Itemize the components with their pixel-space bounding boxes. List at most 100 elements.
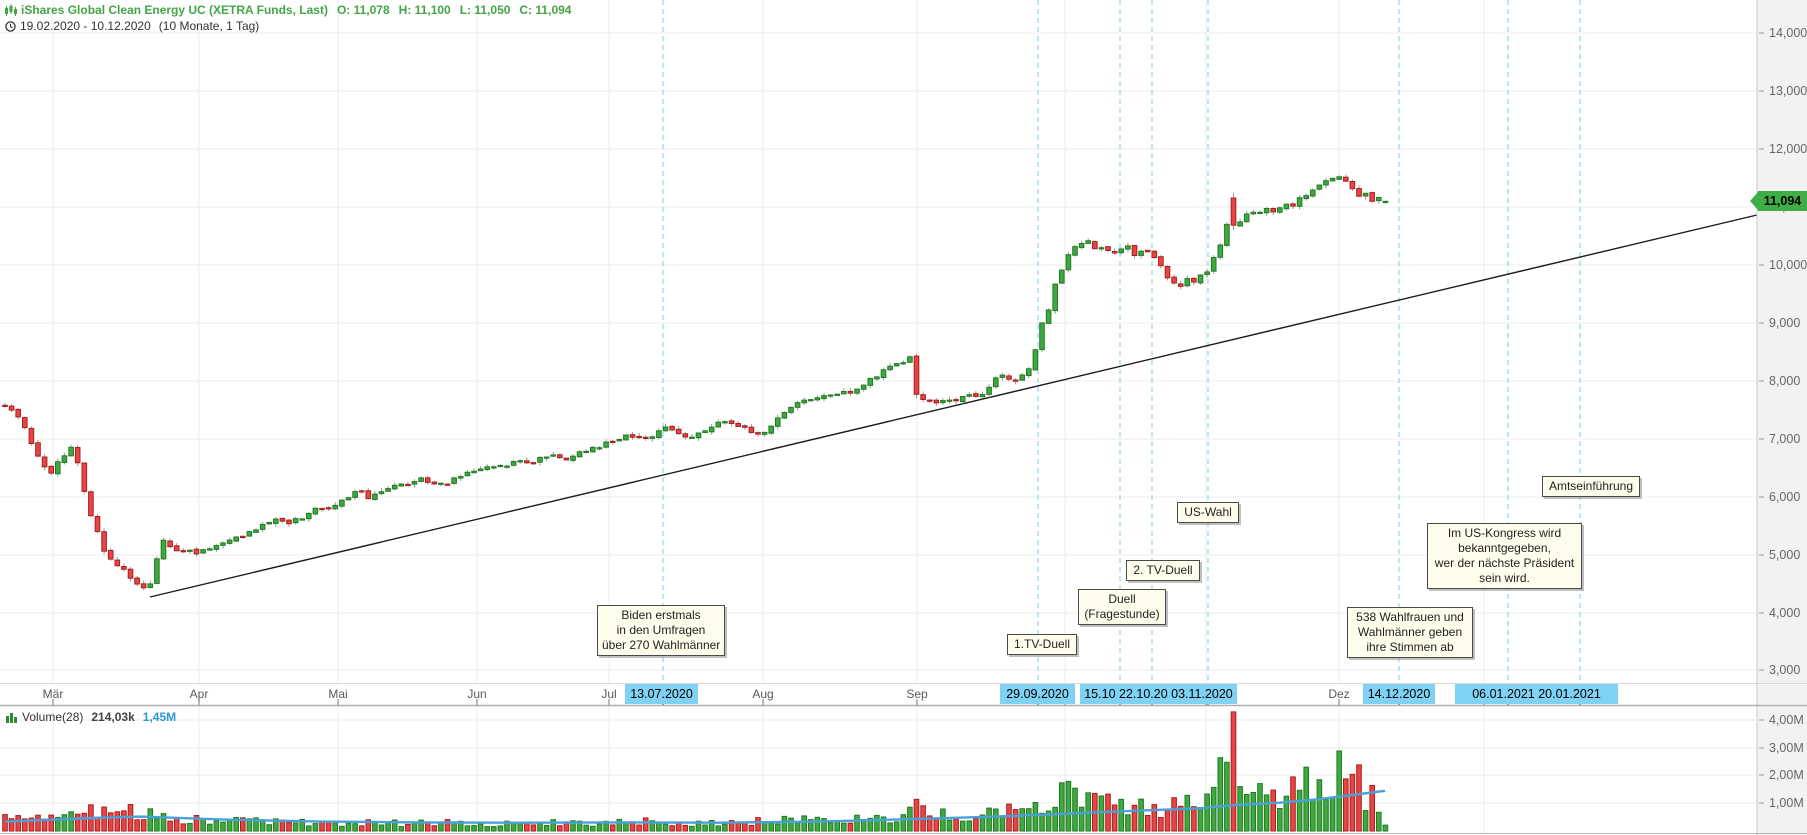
volume-bar	[504, 820, 510, 832]
volume-bar	[477, 823, 484, 832]
candle	[1356, 188, 1362, 197]
candle	[656, 430, 662, 438]
ohlc-high: H: 11,100	[398, 3, 451, 17]
candle	[240, 535, 246, 538]
annotation-tv-duell-2[interactable]: 2. TV-Duell	[1126, 560, 1200, 581]
volume-bar	[365, 819, 372, 832]
volume-bar	[959, 820, 966, 832]
volume-bar	[484, 826, 490, 832]
ohlc-close: C: 11,094	[519, 3, 572, 17]
candle	[642, 436, 649, 439]
annotation-amtseinfuehrung[interactable]: Amtseinführung	[1542, 476, 1640, 497]
candle	[550, 454, 557, 457]
volume-bar	[35, 814, 41, 832]
volume-bar	[702, 824, 708, 832]
candle	[180, 550, 187, 553]
candle	[299, 518, 305, 521]
annotation-line: Im US-Kongress wird	[1447, 526, 1562, 540]
volume-bar	[1006, 803, 1012, 832]
candle	[81, 462, 88, 492]
volume-bar	[8, 818, 15, 832]
candle	[926, 399, 933, 402]
candle	[405, 483, 411, 487]
annotation-tv-duell-1[interactable]: 1.TV-Duell	[1007, 634, 1077, 655]
volume-bar	[273, 818, 279, 832]
candle	[187, 549, 193, 552]
event-date-chip[interactable]: 06.01.2021 20.01.2021	[1455, 684, 1618, 704]
candle	[68, 446, 74, 457]
annotation-us-wahl[interactable]: US-Wahl	[1177, 502, 1239, 523]
candle	[1144, 249, 1151, 253]
volume-bar	[1349, 773, 1356, 832]
volume-bar	[973, 818, 979, 832]
candle	[682, 433, 689, 438]
candle	[557, 454, 563, 459]
annotation-biden-270[interactable]: Biden erstmals in den Umfragen über 270 Wa…	[597, 605, 725, 656]
candle	[986, 386, 992, 395]
candle	[1012, 379, 1019, 382]
volume-bar	[755, 817, 761, 832]
volume-bar	[656, 822, 662, 832]
candle	[1131, 245, 1138, 256]
volume-bar	[1059, 782, 1065, 832]
volume-bar	[596, 823, 603, 832]
candle	[1230, 197, 1237, 226]
volume-bar	[74, 813, 81, 832]
instrument-title: iShares Global Clean Energy UC (XETRA Fu…	[21, 3, 328, 17]
annotation-wahlmaenner-stimmen[interactable]: 538 Wahlfrauen und Wahlmänner geben ihre S…	[1347, 607, 1473, 658]
annotation-line: ihre Stimmen ab	[1366, 640, 1454, 654]
event-date-chip[interactable]: 14.12.2020	[1363, 684, 1435, 704]
volume-bar	[1336, 750, 1343, 832]
volume-bar	[15, 815, 21, 832]
event-date-chip[interactable]: 29.09.2020	[1000, 684, 1075, 704]
volume-indicator-header[interactable]: Volume(28) 214,03k 1,45M	[6, 710, 184, 724]
annotation-line: US-Wahl	[1184, 505, 1232, 519]
volume-bar	[1230, 711, 1237, 832]
candle	[1243, 213, 1250, 223]
annotation-line: Amtseinführung	[1548, 479, 1634, 493]
volume-bar	[900, 814, 907, 832]
candle	[1138, 250, 1144, 256]
volume-ma-line	[4, 789, 1386, 824]
candle	[874, 376, 880, 380]
annotation-line: 1.TV-Duell	[1013, 637, 1071, 651]
candle	[755, 432, 761, 435]
candle	[887, 365, 893, 371]
volume-bar	[319, 821, 325, 832]
volume-bar	[2, 814, 8, 832]
candle	[973, 393, 979, 397]
volume-bar	[715, 825, 722, 832]
volume-axis-label: 2,00M	[1769, 768, 1804, 782]
candle	[1257, 211, 1263, 215]
volume-bar	[649, 820, 656, 832]
volume-bar	[887, 822, 893, 832]
instrument-title-row[interactable]: iShares Global Clean Energy UC (XETRA Fu…	[5, 3, 580, 18]
volume-bar	[424, 822, 431, 832]
volume-bar	[121, 810, 127, 832]
candle	[768, 425, 775, 434]
event-date-chip[interactable]: 13.07.2020	[625, 684, 698, 704]
candle	[880, 369, 887, 378]
candle	[220, 542, 226, 546]
annotation-duell-fragestunde[interactable]: Duell (Fragestunde)	[1078, 589, 1166, 625]
candle	[213, 545, 220, 550]
volume-bar	[1138, 798, 1144, 832]
volume-bar	[781, 815, 788, 832]
event-date-chip[interactable]: 15.10 22.10.20 03.11.2020	[1080, 684, 1237, 704]
annotation-kongress-bekanntgabe[interactable]: Im US-Kongress wird bekanntgegeben, wer de…	[1427, 523, 1582, 589]
volume-bar	[339, 825, 345, 832]
candle	[1343, 176, 1349, 182]
volume-bar	[266, 824, 272, 832]
candle	[1237, 221, 1243, 227]
candle	[444, 483, 451, 486]
candle	[675, 428, 682, 435]
candle	[365, 490, 372, 500]
volume-bar	[391, 819, 398, 832]
trendline[interactable]	[149, 214, 1758, 598]
volume-bar	[708, 820, 715, 832]
volume-bar	[1131, 804, 1138, 832]
candle	[127, 568, 134, 579]
volume-bar	[1098, 795, 1105, 832]
right-axis-panel[interactable]	[1757, 0, 1807, 835]
